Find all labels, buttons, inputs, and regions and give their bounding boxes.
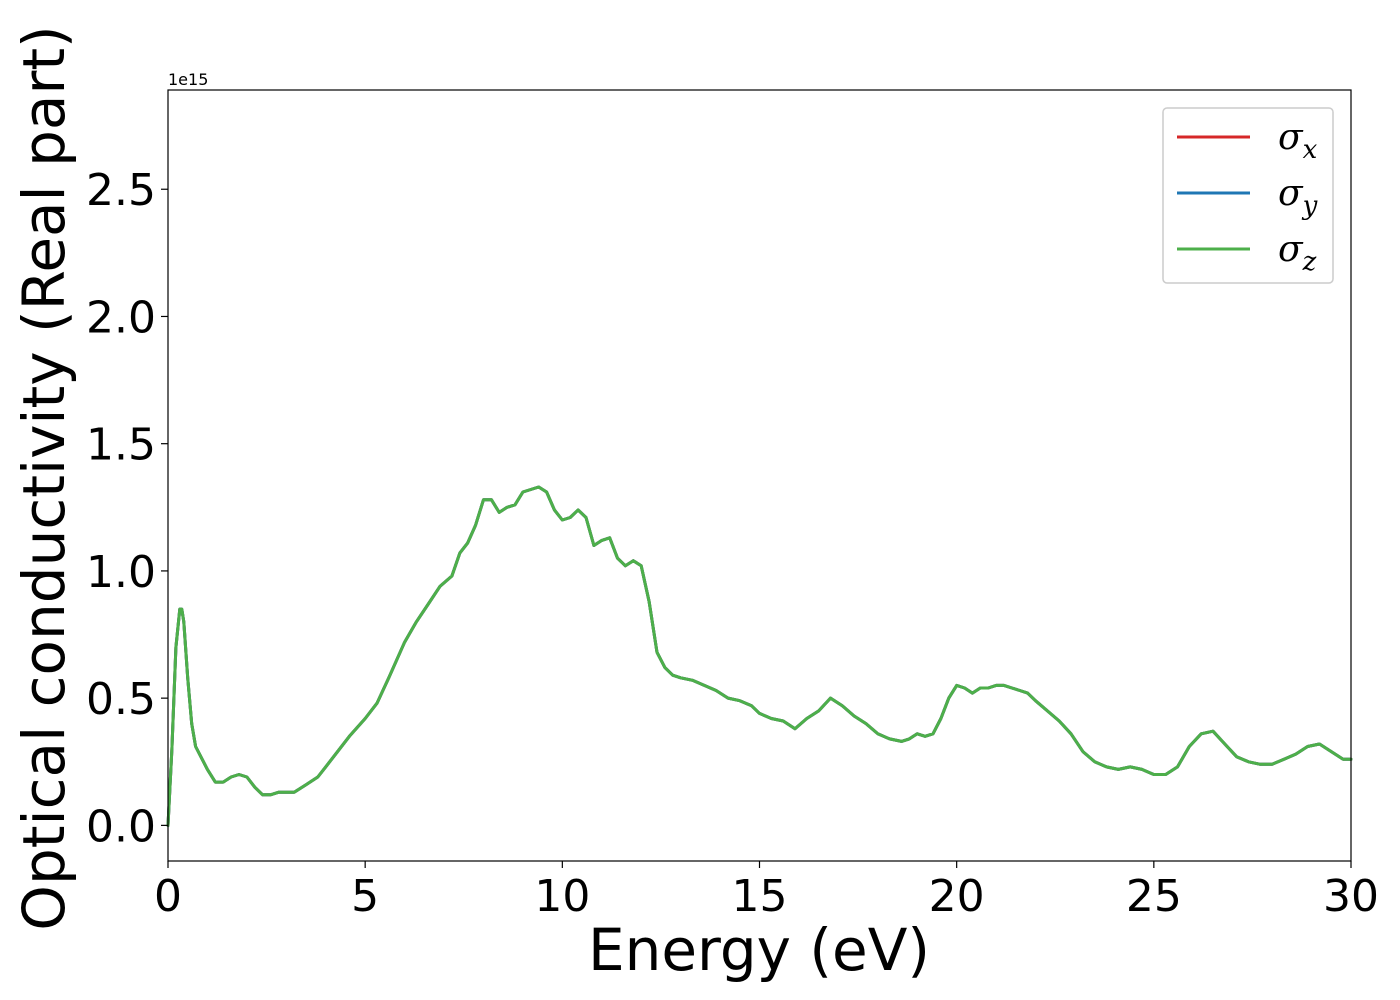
x-tick-label: 0 — [154, 871, 182, 922]
y-tick-label: 0.5 — [86, 674, 156, 725]
x-tick-label: 10 — [534, 871, 590, 922]
legend-label: σz — [1278, 229, 1317, 277]
legend-frame — [1162, 107, 1334, 284]
plot-lines — [166, 485, 1353, 827]
y-tick-label: 0.0 — [86, 801, 156, 852]
y-tick-label: 2.0 — [86, 292, 156, 343]
x-tick-label: 25 — [1126, 871, 1182, 922]
x-tick-label: 30 — [1323, 871, 1379, 922]
y-tick-label: 1.0 — [86, 547, 156, 598]
y-offset-label: 1e15 — [168, 70, 208, 89]
legend: σx σy σz — [1162, 107, 1334, 284]
x-tick-label: 15 — [732, 871, 788, 922]
legend-label: σx — [1278, 117, 1318, 165]
x-tick-label: 5 — [351, 871, 379, 922]
y-axis-title: Optical conductivity (Real part) — [10, 25, 78, 930]
y-tick-label: 1.5 — [86, 420, 156, 471]
x-axis-title: Energy (eV) — [588, 916, 930, 984]
series-line-3 — [166, 485, 1353, 827]
x-axis: 0 5 10 15 20 25 30 — [154, 861, 1379, 922]
y-axis: 0.0 0.5 1.0 1.5 2.0 2.5 — [86, 165, 168, 852]
legend-label: σy — [1278, 173, 1318, 221]
x-tick-label: 20 — [929, 871, 985, 922]
y-tick-label: 2.5 — [86, 165, 156, 216]
